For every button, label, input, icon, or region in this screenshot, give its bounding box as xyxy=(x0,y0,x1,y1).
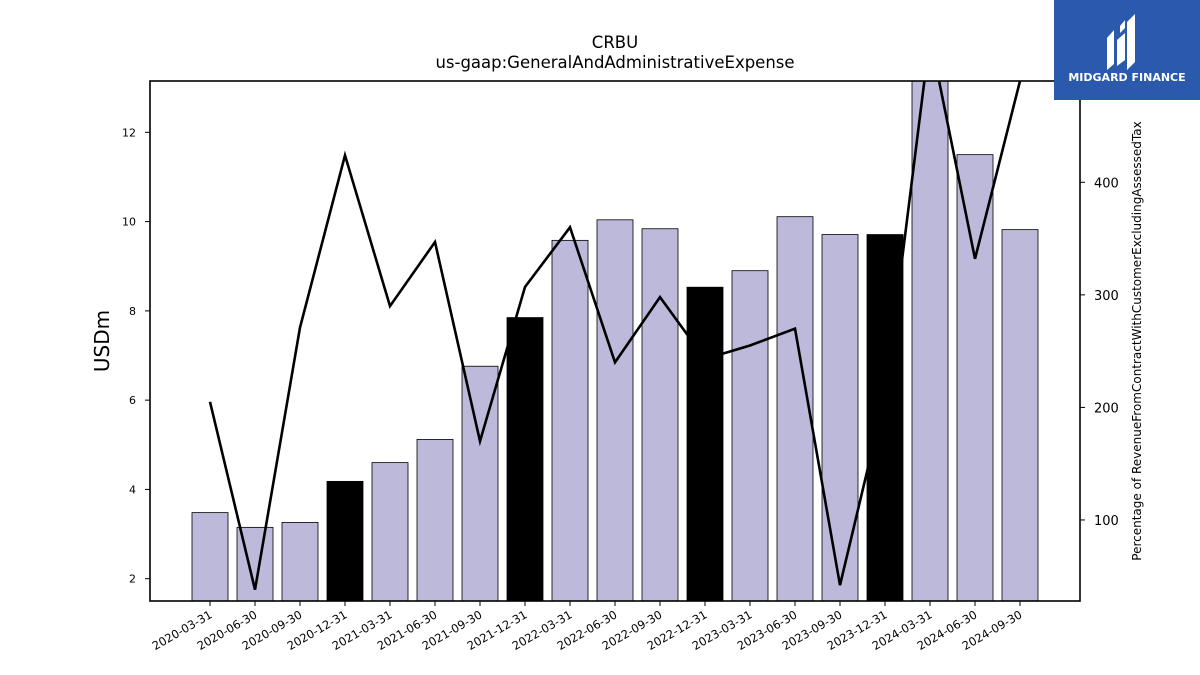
y2-axis-label: Percentage of RevenueFromContractWithCus… xyxy=(1130,121,1144,560)
bar xyxy=(416,439,454,602)
y2-tick-label: 100 xyxy=(1094,514,1119,529)
bar xyxy=(641,228,679,602)
y-tick-label: 2 xyxy=(129,573,136,586)
line-group xyxy=(208,81,1022,591)
logo-mark-icon xyxy=(1107,14,1135,70)
y-tick-label: 12 xyxy=(122,126,136,139)
left-axis: 2 4 6 8 10 12 xyxy=(122,126,150,586)
x-axis: 2020-03-312020-06-302020-09-302020-12-31… xyxy=(150,601,1025,653)
y-axis-label: USDm xyxy=(90,310,114,372)
bar xyxy=(506,317,544,602)
bar xyxy=(551,239,589,602)
bar xyxy=(281,522,319,602)
y-tick-label: 6 xyxy=(129,394,136,407)
logo-text: MIDGARD FINANCE xyxy=(1068,71,1185,84)
right-axis: 100 200 300 400 xyxy=(1080,176,1119,529)
y-tick-label: 4 xyxy=(129,483,136,496)
bar xyxy=(686,286,724,602)
bar xyxy=(1001,229,1039,602)
bar xyxy=(731,270,769,602)
bar-group xyxy=(191,80,1039,602)
bar xyxy=(371,462,409,602)
y2-tick-label: 200 xyxy=(1094,401,1119,416)
bar xyxy=(821,234,859,602)
bar xyxy=(191,512,229,602)
bar xyxy=(461,365,499,602)
bar xyxy=(596,219,634,602)
y2-tick-label: 300 xyxy=(1094,289,1119,304)
bar xyxy=(326,480,364,602)
y2-tick-label: 400 xyxy=(1094,176,1119,191)
brand-logo: MIDGARD FINANCE xyxy=(1054,0,1200,100)
chart-title: CRBU xyxy=(592,33,638,52)
bar xyxy=(956,154,994,602)
series-line xyxy=(208,81,1022,591)
y-tick-label: 10 xyxy=(122,216,136,229)
y-tick-label: 8 xyxy=(129,305,136,318)
chart-subtitle: us-gaap:GeneralAndAdministrativeExpense xyxy=(435,53,794,72)
bar xyxy=(776,216,814,602)
bar xyxy=(911,80,949,602)
